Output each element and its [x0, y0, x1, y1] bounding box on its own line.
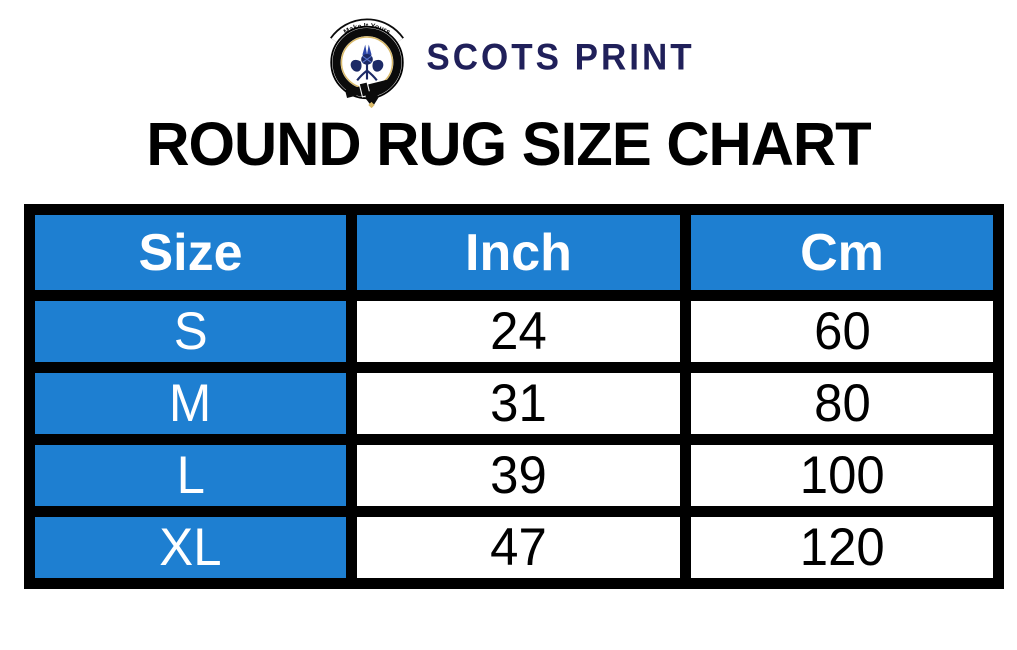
inch-cell: 47: [346, 506, 691, 589]
brand-name: SCOTS PRINT: [426, 37, 695, 78]
table-header-row: Size Inch Cm: [24, 204, 1004, 301]
size-cell: XL: [24, 506, 357, 589]
cm-cell: 100: [680, 434, 1004, 517]
inch-cell: 39: [346, 434, 691, 517]
size-cell: L: [24, 434, 357, 517]
belt-strap-tail: [365, 90, 379, 109]
size-cell: M: [24, 362, 357, 445]
table-row: XL 47 120: [24, 506, 1004, 589]
column-header-cm: Cm: [680, 204, 1004, 301]
cm-cell: 80: [680, 362, 1004, 445]
table-row: L 39 100: [24, 434, 1004, 517]
column-header-inch: Inch: [346, 204, 691, 301]
table-row: M 31 80: [24, 362, 1004, 445]
brand-header: Make It Yours SCOTS PRINT: [0, 10, 1017, 109]
page-title: ROUND RUG SIZE CHART: [146, 110, 871, 178]
brand-logo-crest-icon: Make It Yours: [330, 18, 405, 109]
thistle-icon: [351, 44, 384, 82]
inch-cell: 24: [346, 290, 691, 373]
size-cell: S: [24, 290, 357, 373]
cm-cell: 60: [680, 290, 1004, 373]
inch-cell: 31: [346, 362, 691, 445]
table-row: S 24 60: [24, 290, 1004, 373]
column-header-size: Size: [24, 204, 357, 301]
cm-cell: 120: [680, 506, 1004, 589]
size-chart-table: Size Inch Cm S 24 60 M 31 80 L 39 100 XL…: [24, 204, 1004, 589]
